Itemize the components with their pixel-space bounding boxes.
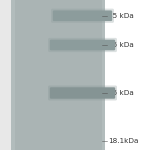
Text: 35 kDa: 35 kDa — [108, 42, 134, 48]
Bar — [105, 0, 150, 150]
Text: 18.1kDa: 18.1kDa — [108, 138, 138, 144]
FancyBboxPatch shape — [48, 38, 117, 52]
Text: 25 kDa: 25 kDa — [108, 90, 134, 96]
FancyBboxPatch shape — [50, 87, 115, 99]
FancyBboxPatch shape — [53, 10, 112, 21]
Bar — [0, 0, 105, 150]
Text: 45 kDa: 45 kDa — [108, 13, 134, 19]
FancyBboxPatch shape — [48, 85, 117, 100]
Bar — [15, 0, 102, 150]
FancyBboxPatch shape — [50, 40, 115, 50]
Bar — [0, 0, 11, 150]
FancyBboxPatch shape — [51, 9, 114, 23]
